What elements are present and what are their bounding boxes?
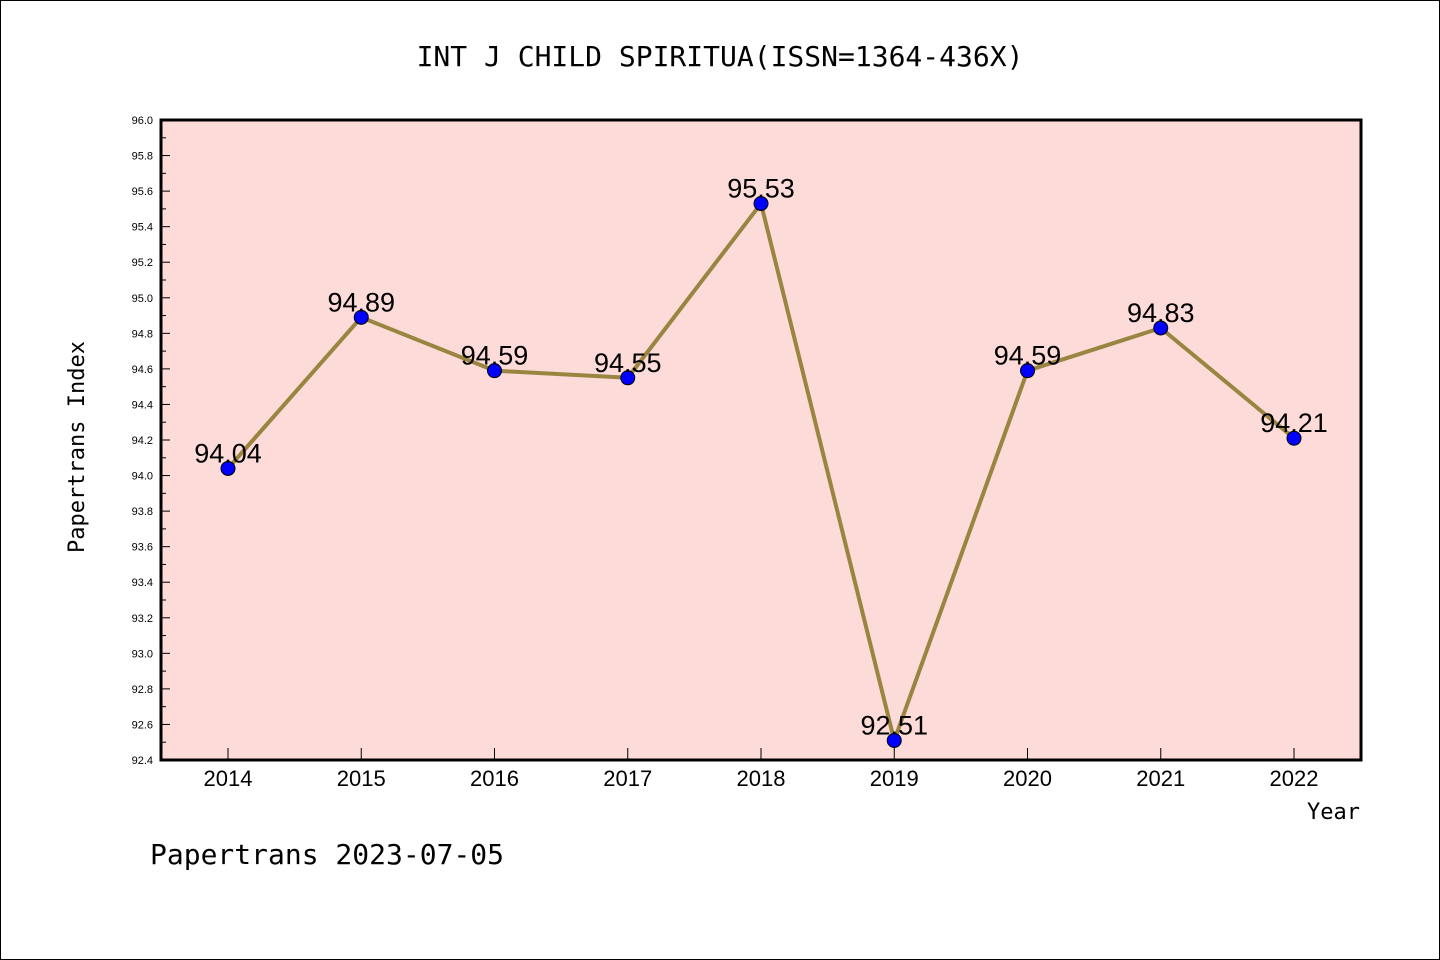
y-tick-label: 95.2 bbox=[132, 257, 153, 269]
y-tick-label: 93.2 bbox=[132, 613, 153, 625]
x-tick-label: 2014 bbox=[204, 766, 253, 791]
y-tick-label: 93.0 bbox=[132, 648, 153, 660]
data-point bbox=[1153, 320, 1169, 336]
data-label: 94.89 bbox=[327, 287, 395, 317]
x-tick-label: 2017 bbox=[603, 766, 652, 791]
data-label: 94.83 bbox=[1127, 298, 1195, 328]
data-label: 94.55 bbox=[594, 348, 662, 378]
x-tick-label: 2019 bbox=[870, 766, 919, 791]
data-label: 94.04 bbox=[194, 438, 262, 468]
data-label: 92.51 bbox=[860, 710, 928, 740]
x-tick-label: 2018 bbox=[737, 766, 786, 791]
data-point bbox=[220, 460, 236, 476]
y-tick-label: 93.8 bbox=[132, 506, 153, 518]
y-tick-label: 95.6 bbox=[132, 186, 153, 198]
y-tick-label: 94.4 bbox=[132, 399, 153, 411]
x-axis: 2014 2015 2016 2017 2018 2019 2020 2021 2022 bbox=[204, 748, 1319, 791]
data-point bbox=[1020, 363, 1035, 379]
x-axis-label: Year bbox=[1307, 800, 1360, 825]
y-tick-label: 94.6 bbox=[132, 364, 153, 376]
plot-border bbox=[159, 118, 1363, 762]
y-axis-label: Papertrans Index bbox=[65, 341, 90, 553]
data-point bbox=[353, 309, 369, 325]
data-labels: 94.04 94.89 94.59 94.55 95.53 92.51 94.59 94.83… bbox=[194, 174, 1328, 741]
y-tick-label: 92.6 bbox=[132, 719, 153, 731]
y-tick-label: 95.8 bbox=[132, 151, 153, 163]
y-tick-label: 92.4 bbox=[132, 755, 153, 767]
footer-stamp: Papertrans 2023-07-05 bbox=[150, 838, 504, 871]
x-tick-label: 2015 bbox=[337, 766, 386, 791]
data-point bbox=[886, 732, 902, 748]
data-label: 94.59 bbox=[994, 341, 1062, 371]
y-tick-label: 92.8 bbox=[132, 684, 153, 696]
plot-area bbox=[161, 120, 1361, 760]
y-tick-label: 96.0 bbox=[132, 115, 153, 127]
y-tick-label: 94.8 bbox=[132, 328, 153, 340]
data-label: 95.53 bbox=[727, 174, 795, 204]
x-tick-label: 2016 bbox=[470, 766, 519, 791]
data-point bbox=[487, 363, 502, 379]
data-label: 94.21 bbox=[1260, 408, 1328, 438]
y-tick-label: 93.6 bbox=[132, 542, 153, 554]
y-tick-label: 95.4 bbox=[132, 222, 153, 234]
x-tick-label: 2021 bbox=[1136, 766, 1185, 791]
series-markers bbox=[220, 196, 1302, 748]
y-tick-label: 94.0 bbox=[132, 471, 153, 483]
x-tick-label: 2022 bbox=[1270, 766, 1319, 791]
chart-title: INT J CHILD SPIRITUA(ISSN=1364-436X) bbox=[417, 40, 1024, 73]
x-tick-label: 2020 bbox=[1003, 766, 1052, 791]
y-tick-label: 95.0 bbox=[132, 293, 153, 305]
data-point bbox=[620, 370, 636, 386]
y-tick-label: 94.2 bbox=[132, 435, 153, 447]
data-point bbox=[1286, 430, 1302, 446]
data-label: 94.59 bbox=[461, 341, 529, 371]
data-point bbox=[753, 196, 769, 212]
y-tick-label: 93.4 bbox=[132, 577, 153, 589]
